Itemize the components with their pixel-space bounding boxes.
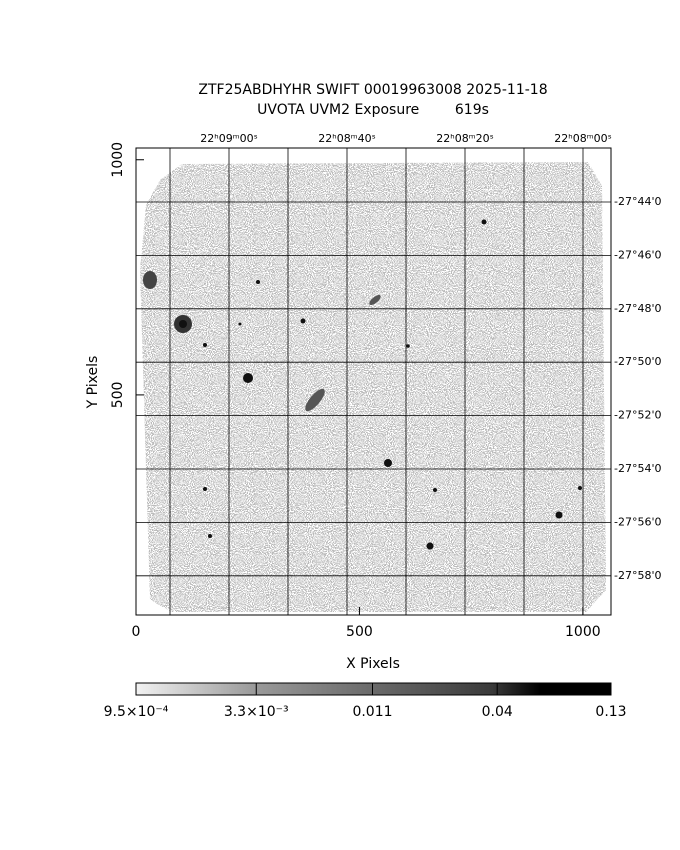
x-tick-label: 0 xyxy=(132,624,141,640)
colorbar-tick-label: 0.13 xyxy=(595,704,626,720)
sky-image xyxy=(140,162,606,612)
colorbar-tick-label: 0.011 xyxy=(352,704,392,720)
plot-frame xyxy=(135,147,612,616)
dec-label: -27°48'0 xyxy=(614,302,662,315)
y-tick-label: 500 xyxy=(110,382,126,409)
x-tick-label: 1000 xyxy=(565,624,601,640)
colorbar xyxy=(135,682,612,696)
x-axis-label: X Pixels xyxy=(346,656,400,672)
dec-label: -27°50'0 xyxy=(614,355,662,368)
ra-label: 22ʰ08ᵐ00ˢ xyxy=(554,132,611,145)
colorbar-tick-label: 9.5×10⁻⁴ xyxy=(104,704,169,720)
ra-label: 22ʰ08ᵐ20ˢ xyxy=(436,132,493,145)
colorbar-tick-label: 3.3×10⁻³ xyxy=(224,704,289,720)
chart-title: ZTF25ABDHYHR SWIFT 00019963008 2025-11-1… xyxy=(198,82,547,98)
chart-subtitle: UVOTA UVM2 Exposure 619s xyxy=(257,102,489,118)
dec-label: -27°58'0 xyxy=(614,569,662,582)
dec-label: -27°54'0 xyxy=(614,462,662,475)
dec-label: -27°56'0 xyxy=(614,515,662,528)
y-axis-label: Y Pixels xyxy=(85,356,101,410)
dec-label: -27°52'0 xyxy=(614,409,662,422)
colorbar-tick-label: 0.04 xyxy=(482,704,513,720)
dec-label: -27°46'0 xyxy=(614,248,662,261)
x-tick-label: 500 xyxy=(346,624,373,640)
y-tick-label: 1000 xyxy=(110,142,126,178)
ra-label: 22ʰ08ᵐ40ˢ xyxy=(318,132,375,145)
ra-label: 22ʰ09ᵐ00ˢ xyxy=(200,132,257,145)
dec-label: -27°44'0 xyxy=(614,195,662,208)
